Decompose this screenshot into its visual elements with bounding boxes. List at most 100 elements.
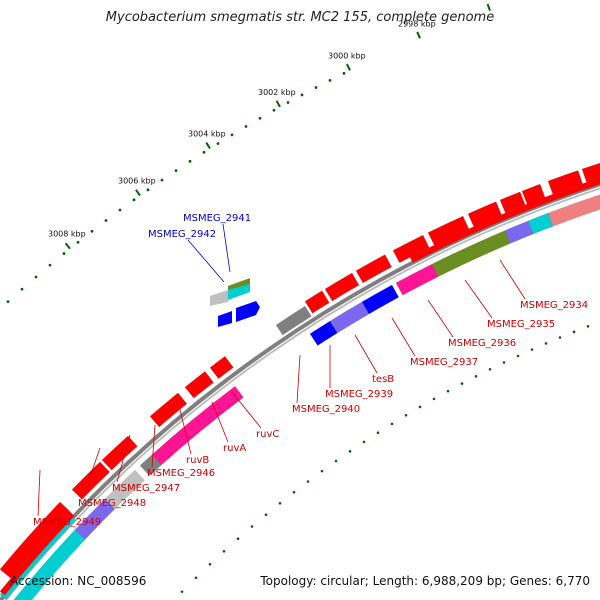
leader-line [464,279,493,319]
inner-tick-dot [334,459,338,463]
gene-reverse [431,230,511,277]
tick-label: 3006 kbp [118,177,156,186]
gene-label: MSMEG_2940 [292,404,360,415]
backbone-outer [0,182,600,600]
inner-tick-dot [404,413,408,417]
gene-label: MSMEG_2936 [448,338,516,349]
gene-forward-red [324,272,360,302]
tick-label: 2998 kbp [398,19,436,28]
gene-label: MSMEG_2941 [183,213,251,224]
tick-dot [300,93,304,97]
inner-tick-dot [194,576,198,580]
inner-tick-dot [278,501,282,505]
major-tick [486,3,491,11]
tick-dot [34,275,38,279]
tick-dot [272,108,276,112]
tick-label: 3004 kbp [188,129,226,138]
tick-dot [342,71,346,75]
inner-tick-dot [236,537,240,540]
gene-reverse [361,284,400,315]
gene-small-cyan [228,282,250,300]
inner-tick-dot [572,330,576,334]
inner-tick-dot [306,480,310,483]
tick-label: 3002 kbp [258,88,296,97]
tick-dot [202,150,206,154]
leader-line [222,223,231,273]
inner-tick-dot [180,590,184,593]
major-tick [416,31,421,39]
tick-dot [76,240,80,244]
inner-tick-dot [446,389,450,393]
inner-tick-dot [390,422,394,426]
inner-tick-dot [460,382,464,385]
tick-dot [328,78,332,82]
tick-dot [6,300,10,304]
gene-forward-red [71,461,111,500]
leader-line [391,317,416,357]
map-title: Mycobacterium smegmatis str. MC2 155, co… [105,10,495,25]
gene-forward-red [184,371,214,399]
gene-label: ruvB [186,455,209,466]
gene-small-olive [228,278,250,290]
tick-dot [104,219,108,222]
gene-forward-red [101,435,138,471]
inner-tick-dot [376,431,380,435]
major-tick [275,100,281,108]
gene-reverse [547,194,600,227]
leader-line [187,239,225,283]
inner-tick-dot [432,397,436,401]
gene-reverse [151,419,202,466]
tick-dot [48,263,52,267]
gene-reverse [139,454,162,477]
backbone-outer-highlight [4,187,600,600]
tick-dot [258,116,262,120]
tick-dot [132,198,136,202]
tick-dot [188,159,192,163]
gene-reverse [191,385,244,432]
leader-line [296,354,301,404]
leader-line [116,434,131,483]
tick-label: 3000 kbp [328,51,366,60]
gene-label: MSMEG_2939 [325,389,393,400]
tick-dot [314,86,318,89]
inner-tick-dot [264,513,268,517]
gene-label: MSMEG_2946 [147,468,215,479]
gene-label: MSMEG_2935 [487,319,555,330]
inner-tick-dot [292,490,296,494]
tick-dot [286,101,290,104]
tick-dot [174,169,178,173]
tick-label: 2996 kbp [468,0,506,1]
gene-small-blue [218,311,232,327]
gene-reverse-red [409,177,600,263]
tick-dot [90,229,94,233]
tick-dot [216,142,220,145]
inner-tick-dot [208,562,212,566]
gene-label: MSMEG_2934 [520,300,588,311]
inner-tick-dot [516,354,520,358]
inner-tick-dot [222,549,226,553]
leader-line [82,447,101,498]
accession-text: Accession: NC_008596 [10,574,147,588]
gene-label: MSMEG_2949 [33,517,101,528]
tick-dot [160,178,164,182]
topology-text: Topology: circular; Length: 6,988,209 bp… [260,574,590,588]
gene-label: tesB [372,374,394,385]
tick-dot [244,125,248,128]
gene-label: ruvA [223,443,246,454]
inner-tick-dot [544,342,548,345]
inner-tick-dot [320,469,324,473]
gene-gray [275,305,312,336]
inner-tick-dot [488,367,492,371]
tick-dot [146,188,150,192]
gene-reverse [504,220,534,244]
gene-forward-red [355,254,392,284]
gene-label: MSMEG_2948 [78,498,146,509]
inner-tick-dot [586,325,590,328]
gene-small-blue-2 [236,301,260,322]
leader-line [499,259,526,300]
leader-line [151,424,156,468]
major-tick [205,142,211,150]
inner-tick-dot [502,361,506,364]
tick-dot [62,252,66,255]
